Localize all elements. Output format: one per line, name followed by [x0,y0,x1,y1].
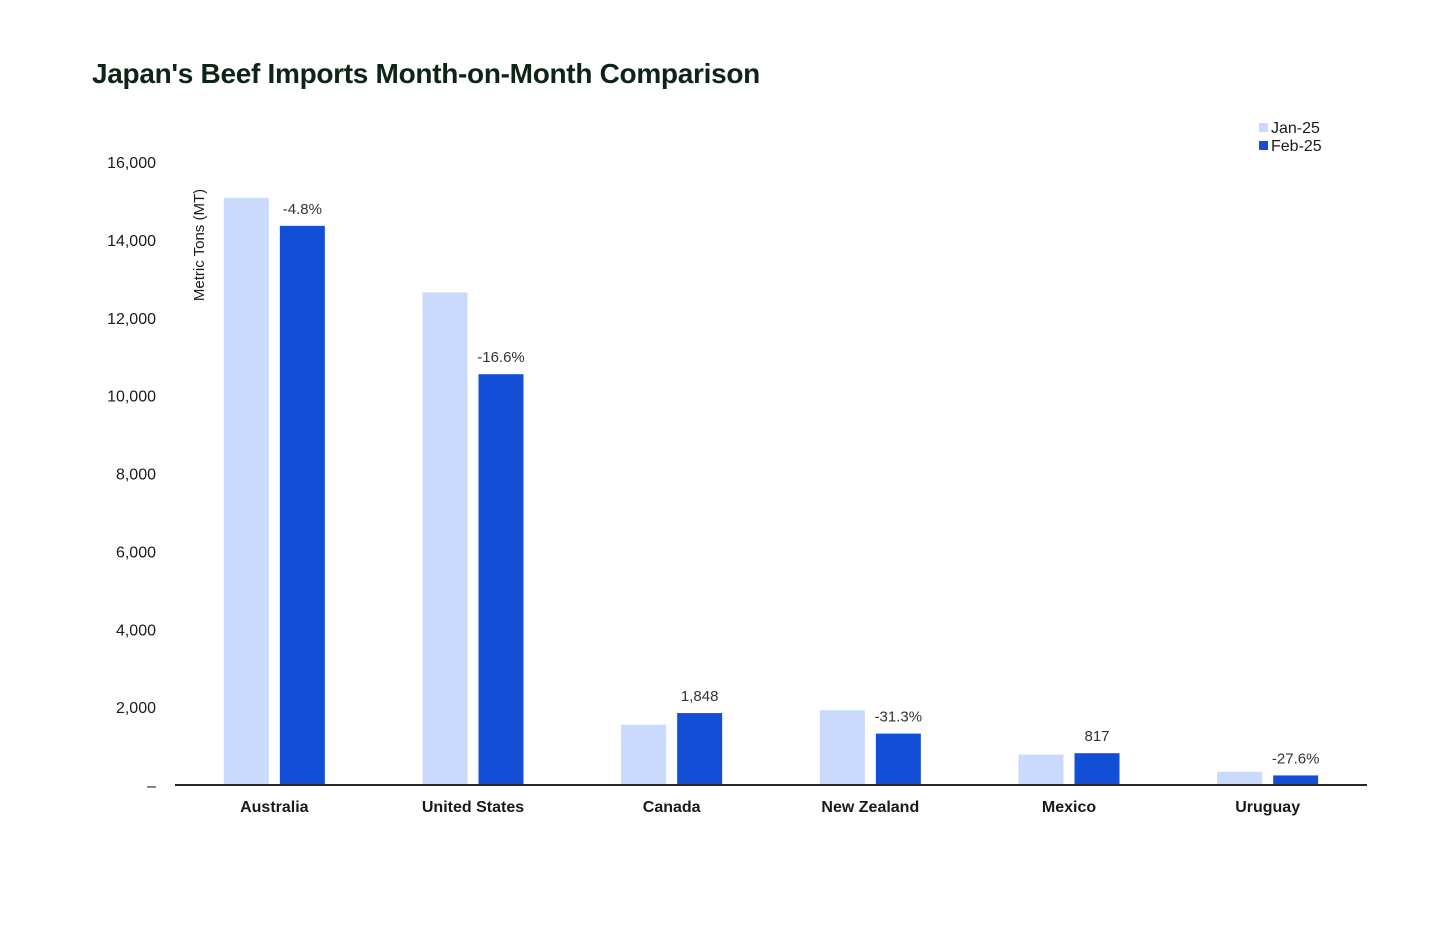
x-category-label: Uruguay [1235,799,1300,816]
data-label: -4.8% [283,201,322,218]
bar-jan-25[interactable] [819,710,865,785]
y-axis-title: Metric Tons (MT) [191,189,208,301]
bar-jan-25[interactable] [422,292,468,785]
x-category-label: New Zealand [821,799,919,816]
chart-title: Japan's Beef Imports Month-on-Month Comp… [92,58,760,89]
data-label: -16.6% [477,349,525,366]
data-label: -31.3% [875,709,923,726]
y-tick-label: 10,000 [107,389,156,406]
y-tick-label: 12,000 [107,311,156,328]
x-category-label: Canada [643,799,701,816]
bar-feb-25[interactable] [1273,775,1319,785]
bar-jan-25[interactable] [223,197,269,785]
legend-swatch-feb-25 [1259,141,1268,150]
bar-feb-25[interactable] [875,733,921,785]
y-tick-label: 8,000 [116,467,156,484]
data-label: -27.6% [1272,750,1320,767]
y-tick-label: 14,000 [107,233,156,250]
bar-feb-25[interactable] [279,225,325,786]
bar-feb-25[interactable] [478,374,524,785]
x-category-label: Mexico [1042,799,1096,816]
y-tick-label: 16,000 [107,155,156,172]
y-tick-label: 4,000 [116,622,156,639]
bar-jan-25[interactable] [1018,754,1064,785]
bar-jan-25[interactable] [621,724,667,785]
legend-label: Jan-25 [1271,120,1320,137]
bar-jan-25[interactable] [1217,771,1263,785]
data-label: 1,848 [681,688,719,705]
x-category-label: United States [422,799,524,816]
bar-feb-25[interactable] [677,713,723,785]
x-category-label: Australia [240,799,309,816]
y-tick-label: 2,000 [116,700,156,717]
legend-label: Feb-25 [1271,138,1322,155]
y-tick-label: – [147,778,156,795]
y-tick-label: 6,000 [116,544,156,561]
bar-feb-25[interactable] [1074,753,1120,785]
legend-swatch-jan-25 [1259,123,1268,132]
data-label: 817 [1084,728,1109,745]
